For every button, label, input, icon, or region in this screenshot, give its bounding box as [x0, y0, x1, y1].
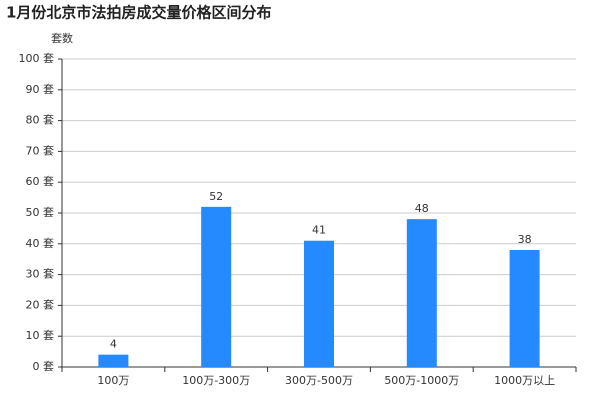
bar — [304, 240, 334, 367]
data-label: 52 — [209, 190, 223, 203]
data-label: 48 — [415, 202, 429, 215]
x-tick-label: 300万-500万 — [285, 374, 353, 387]
y-tick-label: 70 套 — [26, 144, 55, 157]
bar — [406, 219, 437, 367]
y-tick-label: 30 套 — [26, 268, 55, 281]
y-axis-label: 套数 — [51, 32, 73, 45]
x-tick-label: 500万-1000万 — [384, 374, 459, 387]
y-tick-label: 60 套 — [26, 175, 55, 188]
y-tick-label: 0 套 — [33, 360, 55, 373]
data-label: 41 — [312, 224, 326, 237]
bar — [509, 249, 540, 367]
y-tick-label: 20 套 — [26, 298, 55, 311]
x-tick-label: 100万-300万 — [182, 374, 250, 387]
x-tick-label: 1000万以上 — [494, 374, 555, 387]
bar — [98, 354, 129, 367]
y-tick-label: 10 套 — [26, 329, 55, 342]
y-tick-label: 40 套 — [26, 237, 55, 250]
data-label: 4 — [110, 338, 117, 351]
x-tick-label: 100万 — [97, 374, 129, 387]
data-label: 38 — [518, 233, 532, 246]
bar — [201, 206, 232, 367]
y-tick-label: 80 套 — [26, 114, 55, 127]
chart-title: 1月份北京市法拍房成交量价格区间分布 — [6, 4, 271, 22]
y-tick-label: 100 套 — [19, 52, 55, 65]
y-tick-label: 50 套 — [26, 206, 55, 219]
y-tick-label: 90 套 — [26, 83, 55, 96]
